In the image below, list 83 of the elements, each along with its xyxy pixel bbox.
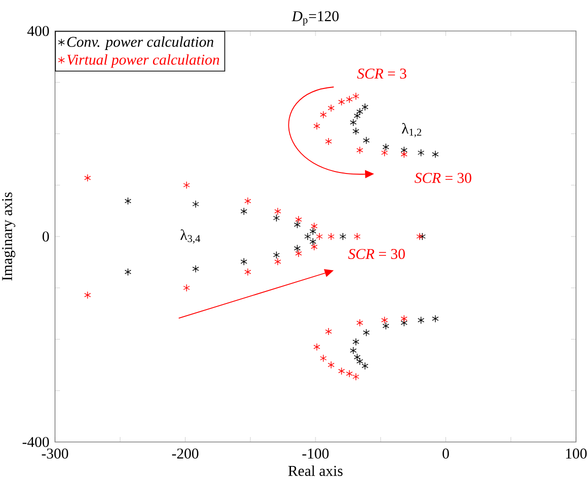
point [356,146,364,154]
point [381,148,388,157]
x-tick-label: 0 [442,448,449,459]
point [354,112,361,120]
point [310,228,316,236]
legend-label: Virtual power calculation [67,54,220,68]
y-axis-title: Imaginary axis [2,192,16,281]
point [346,95,353,104]
point [328,104,335,112]
point [240,258,248,266]
point [310,242,318,251]
x-tick-label: -100 [302,448,329,459]
point [328,232,335,240]
point [183,181,190,189]
y-tick-label: 400 [27,26,49,36]
annotation: λ$_{3,4}$ [180,229,200,244]
point [418,232,426,240]
point [310,222,318,230]
point [418,316,424,324]
point [240,207,248,216]
point [382,143,390,151]
point [274,258,282,266]
point [432,314,439,323]
point [338,367,345,375]
point [295,250,302,258]
point [381,316,388,324]
point [362,103,368,111]
annotation: SCR = 30 [348,248,405,260]
point [432,150,439,158]
point [313,122,320,130]
point [325,328,332,336]
point [400,150,408,158]
point [328,361,335,369]
chart-title: D$_{p}$=120 [292,11,339,26]
x-axis-title: Real axis [288,465,343,476]
point [356,108,364,116]
point [352,372,360,381]
point [352,92,360,100]
point [192,265,200,273]
point [273,251,280,259]
annotation: SCR = 30 [414,172,472,183]
point [338,98,345,106]
point [313,343,320,351]
point [346,370,353,378]
annotation: SCR = 3 [357,68,406,79]
y-tick-label: 0 [42,231,49,242]
point [356,318,364,327]
point [183,284,190,292]
annotation: λ$_{1,2}$ [402,123,422,138]
point [352,127,360,136]
point [352,338,360,346]
point [400,318,408,327]
point [274,207,282,216]
point [295,216,302,224]
point [124,197,132,205]
point [418,148,424,157]
x-tick-label: -200 [172,448,198,459]
point [362,328,370,336]
point [124,268,132,276]
x-tick-label: -300 [42,448,68,459]
point [294,244,301,252]
x-tick-label: 100 [566,448,587,459]
legend-label: Conv. power calculation [67,36,214,50]
point [325,138,332,146]
point [84,291,91,299]
point [354,232,361,240]
point [339,232,346,240]
point [192,200,200,208]
point [416,232,424,240]
y-tick-label: -400 [22,436,49,448]
point [362,136,370,144]
point [350,118,357,126]
point [382,322,390,330]
point [244,268,252,276]
point [294,220,301,229]
point [316,232,323,240]
point [400,314,408,323]
point [244,197,252,205]
point [84,174,91,182]
point [320,354,327,362]
point [320,110,327,119]
point [400,146,408,154]
point [273,214,280,222]
